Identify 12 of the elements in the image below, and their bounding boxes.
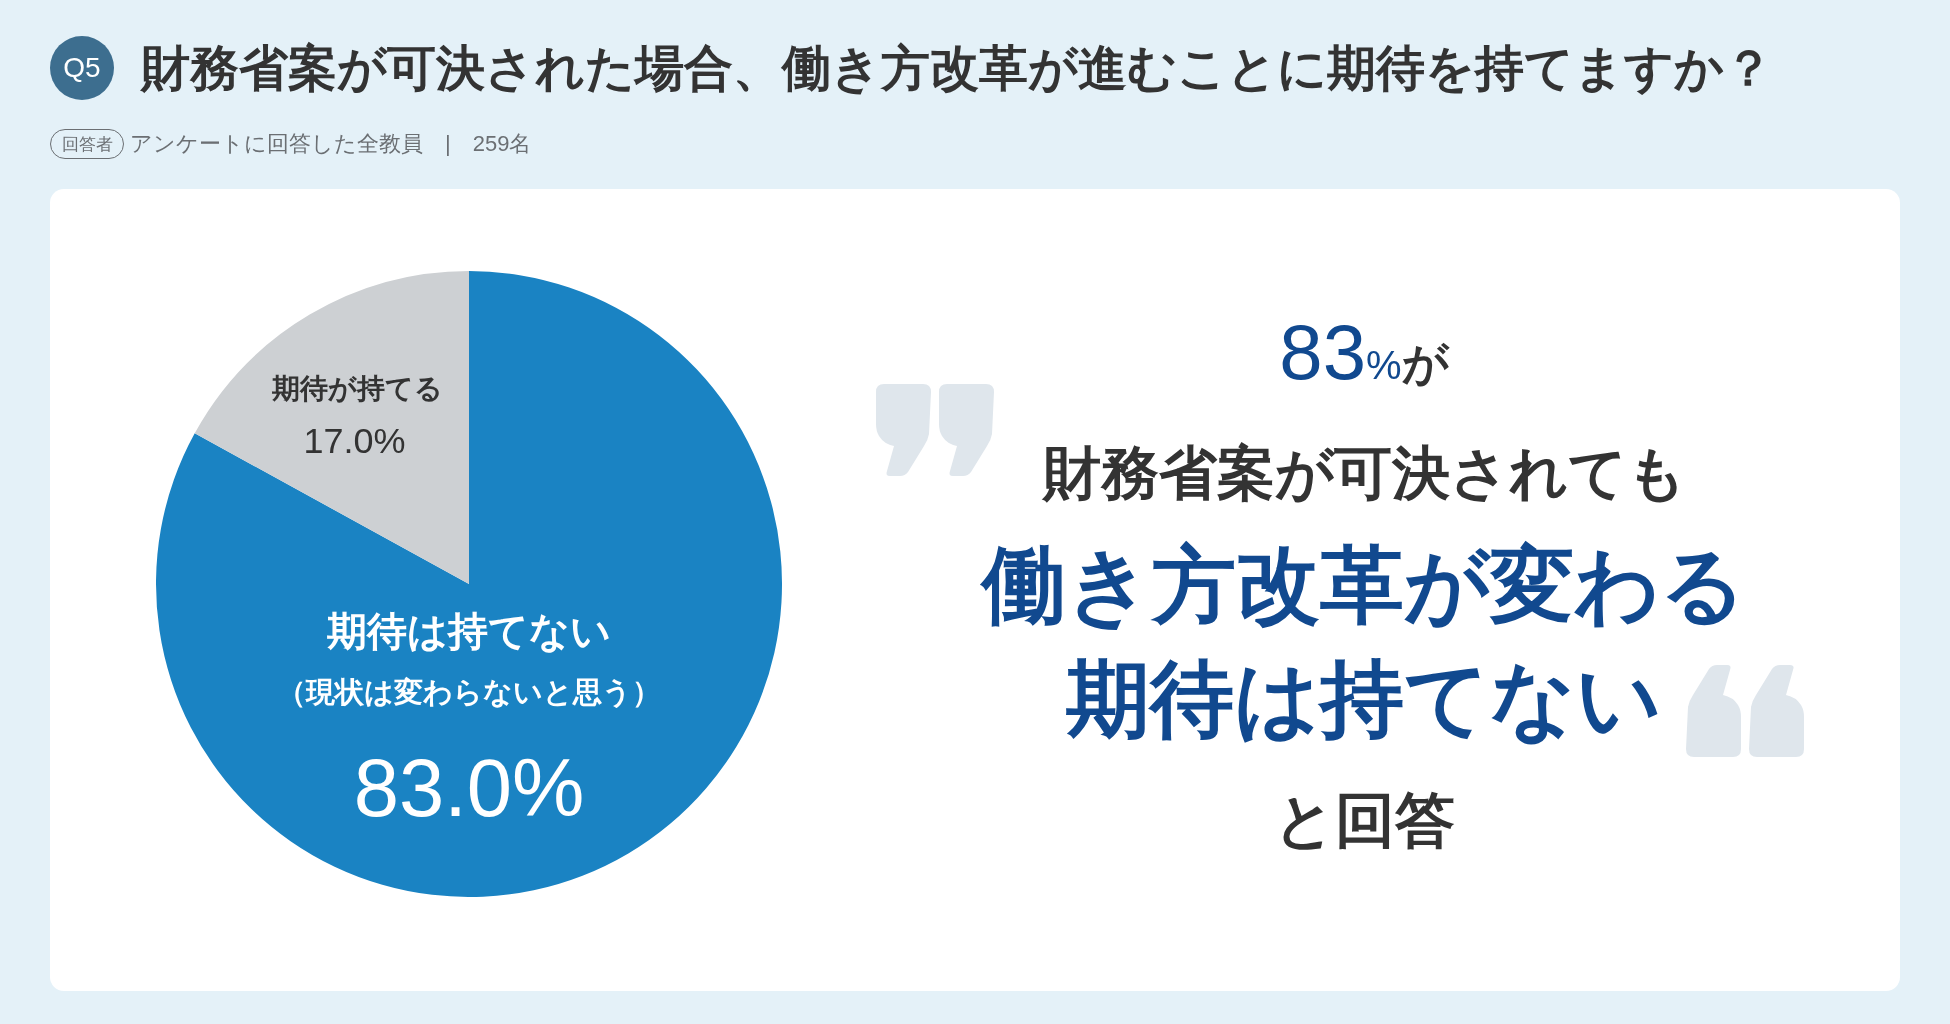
data-label: 83.0% (353, 742, 585, 834)
text: 83%が (1279, 308, 1449, 396)
circle-badge: Q5 (50, 36, 114, 100)
text: 財務省案が可決された場合、働き方改革が進むことに期待を持てますか？ (141, 40, 1773, 95)
slice-label: 期待が持てる (271, 372, 444, 405)
chart-subtitle: アンケートに回答した全教員 | 259名 (130, 131, 532, 156)
text: 期待は持てない (1066, 652, 1662, 746)
data-label: 17.0% (303, 420, 406, 462)
text: 財務省案が可決されても (1042, 440, 1686, 505)
text: と回答 (1273, 787, 1455, 854)
text: 働き方改革が変わる (982, 538, 1746, 632)
slice-label: 期待は持てない（現状は変わらないと思う） (277, 609, 661, 709)
